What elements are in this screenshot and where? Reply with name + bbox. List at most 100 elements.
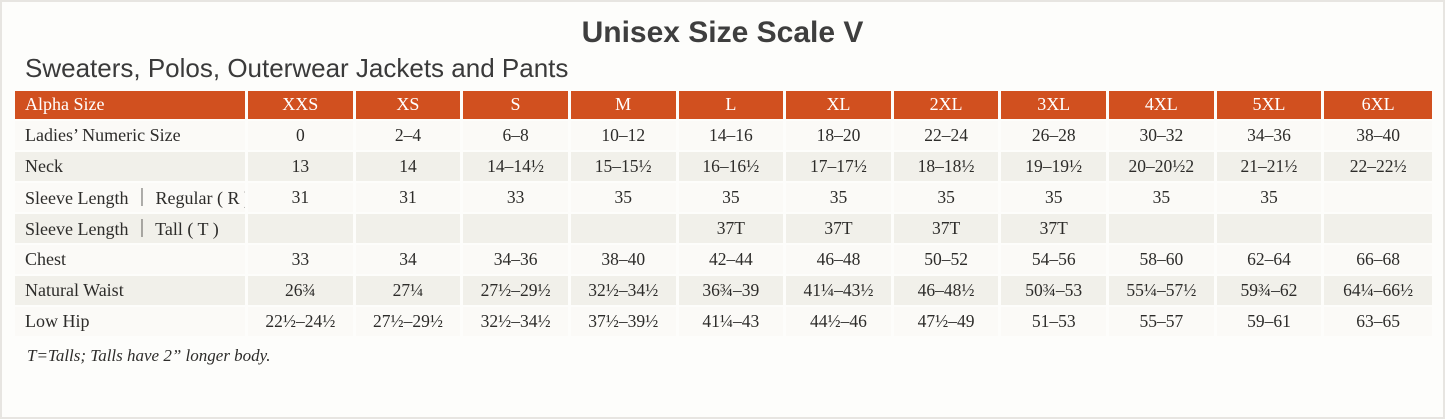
- header-cell-size: XXS: [248, 90, 356, 121]
- size-value-cell: 2–4: [355, 120, 464, 152]
- size-value-cell: 47½–49: [893, 306, 1002, 338]
- table-row: Chest 33 34 34–36 38–40 42–44 46–48 50–52 54–56 5…: [15, 244, 1432, 276]
- size-value-cell: 37T: [678, 213, 787, 245]
- size-value-cell: 10–12: [570, 120, 679, 152]
- size-value-cell: 27½–29½: [355, 306, 464, 338]
- size-value-cell: 66–68: [1324, 245, 1432, 276]
- size-value-cell: 64¼–66½: [1324, 276, 1432, 307]
- size-value-cell: 18–20: [786, 120, 894, 152]
- header-cell-size: L: [678, 90, 787, 121]
- size-value-cell: 6–8: [463, 120, 571, 152]
- size-value-cell: 38–40: [1324, 121, 1432, 152]
- size-value-cell: 36¾–39: [678, 275, 787, 307]
- header-cell-size: 6XL: [1324, 90, 1432, 121]
- size-value-cell: 18–18½: [893, 151, 1002, 183]
- size-value-cell: 59–61: [1216, 306, 1325, 338]
- table-row: Sleeve Length ｜ Regular ( R ) 31 31 33 35 35 3…: [15, 182, 1432, 214]
- row-label: Low Hip: [15, 306, 248, 338]
- size-value-cell: 30–32: [1109, 120, 1217, 152]
- size-value-cell: 19–19½: [1001, 151, 1109, 183]
- row-label: Neck: [15, 151, 248, 183]
- header-cell-size: M: [570, 90, 679, 121]
- size-value-cell: 35: [786, 182, 894, 214]
- size-value-cell: 54–56: [1001, 244, 1109, 276]
- header-cell-size: 2XL: [893, 90, 1002, 121]
- size-value-cell: 33: [463, 182, 571, 214]
- size-value-cell: 46–48: [786, 244, 894, 276]
- page-title: Unisex Size Scale V: [581, 16, 864, 49]
- size-value-cell: 35: [1216, 182, 1325, 214]
- size-value-cell: 35: [570, 182, 679, 214]
- size-value-cell: 32½–34½: [570, 275, 679, 307]
- header-cell-size: XS: [355, 90, 464, 121]
- size-value-cell: [463, 213, 571, 245]
- size-value-cell: 13: [248, 151, 356, 183]
- size-value-cell: 55–57: [1109, 306, 1217, 338]
- size-value-cell: 20–20½2: [1109, 151, 1217, 183]
- size-value-cell: [570, 213, 679, 245]
- row-label: Sleeve Length ｜ Tall ( T ): [15, 213, 248, 245]
- size-value-cell: [1109, 213, 1217, 245]
- size-value-cell: 26–28: [1001, 120, 1109, 152]
- size-value-cell: 22–22½: [1324, 152, 1432, 183]
- size-value-cell: 14: [355, 151, 464, 183]
- size-value-cell: 15–15½: [570, 151, 679, 183]
- row-label: Natural Waist: [15, 275, 248, 307]
- size-value-cell: 0: [248, 120, 356, 152]
- size-value-cell: 55¼–57½: [1109, 275, 1217, 307]
- size-value-cell: 17–17½: [786, 151, 894, 183]
- size-value-cell: 34–36: [1216, 120, 1325, 152]
- size-value-cell: 21–21½: [1216, 151, 1325, 183]
- page-subtitle: Sweaters, Polos, Outerwear Jackets and P…: [25, 53, 569, 83]
- table-row: Natural Waist 26¾ 27¼ 27½–29½ 32½–34½ 36¾–39 4…: [15, 275, 1432, 307]
- size-value-cell: 37T: [786, 213, 894, 245]
- size-value-cell: [355, 213, 464, 245]
- size-value-cell: [1324, 214, 1432, 245]
- size-value-cell: 58–60: [1109, 244, 1217, 276]
- size-value-cell: 14–16: [678, 120, 787, 152]
- size-value-cell: 37T: [1001, 213, 1109, 245]
- size-value-cell: 22–24: [893, 120, 1002, 152]
- size-value-cell: 62–64: [1216, 244, 1325, 276]
- footnote: T=Talls; Talls have 2” longer body.: [27, 345, 271, 365]
- size-value-cell: 35: [1001, 182, 1109, 214]
- size-value-cell: 34: [355, 244, 464, 276]
- size-value-cell: [248, 213, 356, 245]
- table-row: Low Hip 22½–24½ 27½–29½ 32½–34½ 37½–39½ 41¼–4…: [15, 306, 1432, 338]
- size-value-cell: 31: [355, 182, 464, 214]
- size-value-cell: 32½–34½: [463, 306, 571, 338]
- size-value-cell: 37T: [893, 213, 1002, 245]
- size-value-cell: 59¾–62: [1216, 275, 1325, 307]
- size-value-cell: 26¾: [248, 275, 356, 307]
- size-value-cell: 37½–39½: [570, 306, 679, 338]
- size-value-cell: 41¼–43: [678, 306, 787, 338]
- table-row: Ladies’ Numeric Size 0 2–4 6–8 10–12 14–16 18–…: [15, 120, 1432, 152]
- size-value-cell: 50–52: [893, 244, 1002, 276]
- size-value-cell: 50¾–53: [1001, 275, 1109, 307]
- size-value-cell: 35: [678, 182, 787, 214]
- size-value-cell: [1216, 213, 1325, 245]
- size-value-cell: 44½–46: [786, 306, 894, 338]
- size-value-cell: 41¼–43½: [786, 275, 894, 307]
- size-value-cell: 38–40: [570, 244, 679, 276]
- size-value-cell: 31: [248, 182, 356, 214]
- header-cell-size: 5XL: [1216, 90, 1325, 121]
- size-value-cell: [1324, 183, 1432, 214]
- size-value-cell: 27¼: [355, 275, 464, 307]
- size-value-cell: 35: [1109, 182, 1217, 214]
- size-value-cell: 16–16½: [678, 151, 787, 183]
- row-label: Chest: [15, 244, 248, 276]
- size-value-cell: 34–36: [463, 244, 571, 276]
- row-label: Sleeve Length ｜ Regular ( R ): [15, 182, 248, 214]
- row-label: Ladies’ Numeric Size: [15, 120, 248, 152]
- size-value-cell: 14–14½: [463, 151, 571, 183]
- size-value-cell: 46–48½: [893, 275, 1002, 307]
- size-value-cell: 51–53: [1001, 306, 1109, 338]
- header-cell-size: 3XL: [1001, 90, 1109, 121]
- header-cell-alpha-size: Alpha Size: [15, 90, 248, 121]
- size-value-cell: 27½–29½: [463, 275, 571, 307]
- size-value-cell: 42–44: [678, 244, 787, 276]
- size-value-cell: 33: [248, 244, 356, 276]
- header-cell-size: S: [463, 90, 571, 121]
